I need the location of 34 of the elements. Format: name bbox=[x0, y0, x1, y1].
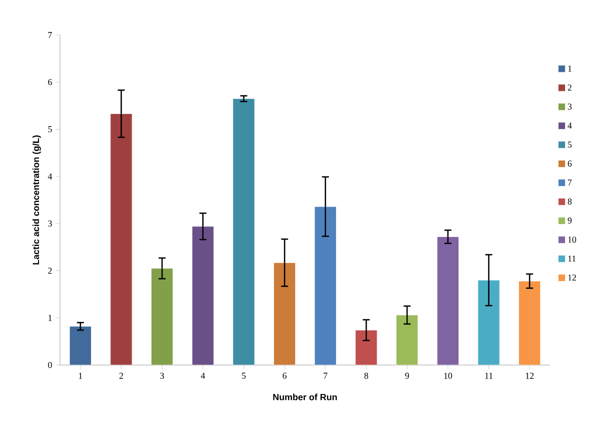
x-tick-label: 11 bbox=[485, 372, 493, 379]
x-tick-label: 9 bbox=[405, 372, 409, 379]
x-tick-label: 2 bbox=[119, 372, 123, 379]
legend-label: 11 bbox=[568, 256, 576, 262]
x-tick-label: 5 bbox=[242, 372, 246, 379]
legend-label: 7 bbox=[568, 180, 572, 186]
y-tick-label: 3 bbox=[48, 220, 52, 227]
x-tick-label: 6 bbox=[282, 372, 287, 379]
legend-label: 6 bbox=[568, 160, 572, 167]
x-tick-label: 10 bbox=[444, 372, 452, 379]
x-tick-label: 8 bbox=[364, 372, 368, 379]
legend-label: 5 bbox=[568, 142, 572, 148]
legend-label: 2 bbox=[568, 84, 572, 91]
legend-label: 1 bbox=[568, 66, 572, 72]
x-tick-label: 1 bbox=[78, 372, 82, 379]
legend-label: 3 bbox=[568, 104, 572, 110]
x-tick-label: 4 bbox=[200, 372, 206, 379]
x-tick-label: 7 bbox=[324, 372, 328, 379]
x-tick-label: 12 bbox=[526, 372, 534, 379]
y-tick-label: 7 bbox=[48, 32, 52, 38]
y-tick-label: 2 bbox=[48, 268, 52, 274]
y-tick-label: 4 bbox=[48, 173, 52, 180]
y-tick-label: 5 bbox=[48, 126, 52, 132]
y-tick-label: 1 bbox=[48, 314, 52, 321]
x-axis-title: Number of Run bbox=[273, 394, 337, 400]
legend-label: 12 bbox=[568, 274, 576, 281]
legend-label: 4 bbox=[568, 122, 572, 129]
y-axis-title: Lactic acid concentration (g/L) bbox=[32, 135, 41, 264]
legend-label: 10 bbox=[568, 236, 576, 243]
legend-label: 9 bbox=[568, 218, 572, 224]
y-tick-label: 6 bbox=[48, 79, 52, 86]
legend-label: 8 bbox=[568, 198, 572, 205]
y-tick-label: 0 bbox=[48, 362, 52, 368]
x-tick-label: 3 bbox=[160, 372, 164, 379]
